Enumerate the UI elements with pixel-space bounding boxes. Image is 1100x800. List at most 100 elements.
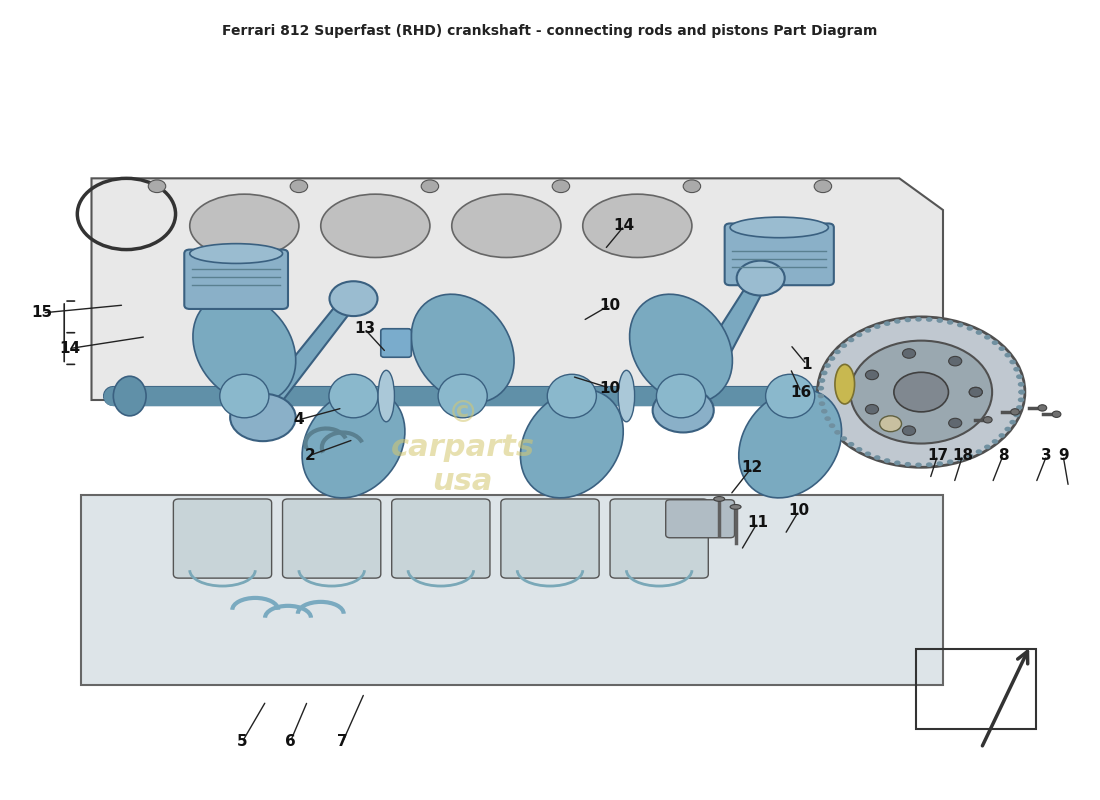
Ellipse shape bbox=[766, 374, 815, 418]
Circle shape bbox=[1016, 405, 1023, 410]
Circle shape bbox=[948, 356, 961, 366]
Circle shape bbox=[1013, 367, 1020, 371]
Circle shape bbox=[894, 372, 948, 412]
Circle shape bbox=[821, 370, 827, 375]
Circle shape bbox=[834, 430, 840, 434]
Ellipse shape bbox=[113, 376, 146, 416]
FancyBboxPatch shape bbox=[610, 499, 708, 578]
Ellipse shape bbox=[739, 390, 842, 498]
Ellipse shape bbox=[730, 217, 828, 238]
Circle shape bbox=[865, 328, 871, 333]
Text: 11: 11 bbox=[747, 515, 768, 530]
Circle shape bbox=[866, 405, 879, 414]
Text: 13: 13 bbox=[354, 322, 375, 336]
Text: 14: 14 bbox=[59, 341, 80, 356]
Text: 1: 1 bbox=[801, 357, 812, 372]
Circle shape bbox=[1010, 360, 1016, 364]
Circle shape bbox=[148, 180, 166, 193]
Text: 10: 10 bbox=[600, 298, 620, 313]
Text: 15: 15 bbox=[32, 306, 53, 321]
Circle shape bbox=[421, 180, 439, 193]
Circle shape bbox=[948, 418, 961, 428]
Circle shape bbox=[828, 423, 835, 428]
Text: ©
carparts
usa: © carparts usa bbox=[390, 399, 535, 495]
Circle shape bbox=[817, 317, 1025, 467]
Circle shape bbox=[1013, 413, 1020, 418]
FancyBboxPatch shape bbox=[725, 223, 834, 286]
Circle shape bbox=[840, 436, 847, 441]
Circle shape bbox=[894, 319, 901, 324]
Circle shape bbox=[818, 378, 825, 383]
Circle shape bbox=[652, 388, 714, 433]
Circle shape bbox=[1038, 405, 1047, 411]
Ellipse shape bbox=[192, 294, 296, 403]
Circle shape bbox=[1018, 398, 1024, 402]
Circle shape bbox=[969, 387, 982, 397]
Circle shape bbox=[828, 356, 835, 361]
Circle shape bbox=[818, 402, 825, 406]
Text: 16: 16 bbox=[791, 385, 812, 399]
Ellipse shape bbox=[321, 194, 430, 258]
Circle shape bbox=[552, 180, 570, 193]
Circle shape bbox=[330, 282, 377, 316]
Polygon shape bbox=[91, 178, 943, 400]
Text: 10: 10 bbox=[789, 503, 810, 518]
FancyBboxPatch shape bbox=[381, 329, 411, 358]
Circle shape bbox=[1019, 390, 1025, 394]
Circle shape bbox=[967, 326, 974, 330]
Text: 3: 3 bbox=[1042, 448, 1052, 463]
Circle shape bbox=[969, 387, 982, 397]
Circle shape bbox=[1018, 382, 1024, 386]
Text: 14: 14 bbox=[614, 218, 635, 234]
Circle shape bbox=[992, 340, 998, 345]
Ellipse shape bbox=[378, 370, 395, 422]
Circle shape bbox=[230, 394, 296, 441]
Ellipse shape bbox=[730, 505, 741, 510]
FancyBboxPatch shape bbox=[283, 499, 381, 578]
Circle shape bbox=[856, 333, 862, 337]
Circle shape bbox=[947, 459, 954, 464]
Ellipse shape bbox=[657, 374, 705, 418]
Circle shape bbox=[915, 317, 922, 322]
Text: 2: 2 bbox=[305, 448, 316, 463]
Ellipse shape bbox=[302, 390, 405, 498]
Text: Ferrari 812 Superfast (RHD) crankshaft - connecting rods and pistons Part Diagra: Ferrari 812 Superfast (RHD) crankshaft -… bbox=[222, 24, 878, 38]
Circle shape bbox=[848, 442, 855, 446]
Ellipse shape bbox=[189, 244, 283, 263]
Ellipse shape bbox=[452, 194, 561, 258]
Text: 5: 5 bbox=[236, 734, 248, 750]
Circle shape bbox=[834, 350, 840, 354]
Ellipse shape bbox=[189, 194, 299, 258]
Ellipse shape bbox=[714, 497, 725, 502]
FancyBboxPatch shape bbox=[500, 499, 600, 578]
Circle shape bbox=[1004, 353, 1011, 358]
Circle shape bbox=[1011, 409, 1020, 415]
Circle shape bbox=[817, 394, 824, 398]
Circle shape bbox=[874, 324, 880, 329]
Circle shape bbox=[840, 343, 847, 348]
Circle shape bbox=[926, 317, 933, 322]
Text: 4: 4 bbox=[294, 412, 305, 427]
Circle shape bbox=[984, 335, 991, 340]
Text: 8: 8 bbox=[998, 448, 1009, 463]
Ellipse shape bbox=[629, 294, 733, 403]
Ellipse shape bbox=[520, 390, 624, 498]
Text: 10: 10 bbox=[600, 381, 620, 396]
Ellipse shape bbox=[548, 374, 596, 418]
Circle shape bbox=[926, 462, 933, 467]
Ellipse shape bbox=[220, 374, 268, 418]
Text: 6: 6 bbox=[285, 734, 296, 750]
Circle shape bbox=[1004, 426, 1011, 431]
Circle shape bbox=[824, 416, 830, 421]
FancyBboxPatch shape bbox=[185, 250, 288, 309]
Text: 9: 9 bbox=[1058, 448, 1068, 463]
Circle shape bbox=[902, 349, 915, 358]
Ellipse shape bbox=[618, 370, 635, 422]
Text: 7: 7 bbox=[338, 734, 348, 750]
Circle shape bbox=[904, 318, 911, 322]
Circle shape bbox=[983, 417, 992, 423]
Ellipse shape bbox=[329, 374, 378, 418]
Circle shape bbox=[856, 447, 862, 452]
Circle shape bbox=[848, 338, 855, 342]
Ellipse shape bbox=[438, 374, 487, 418]
